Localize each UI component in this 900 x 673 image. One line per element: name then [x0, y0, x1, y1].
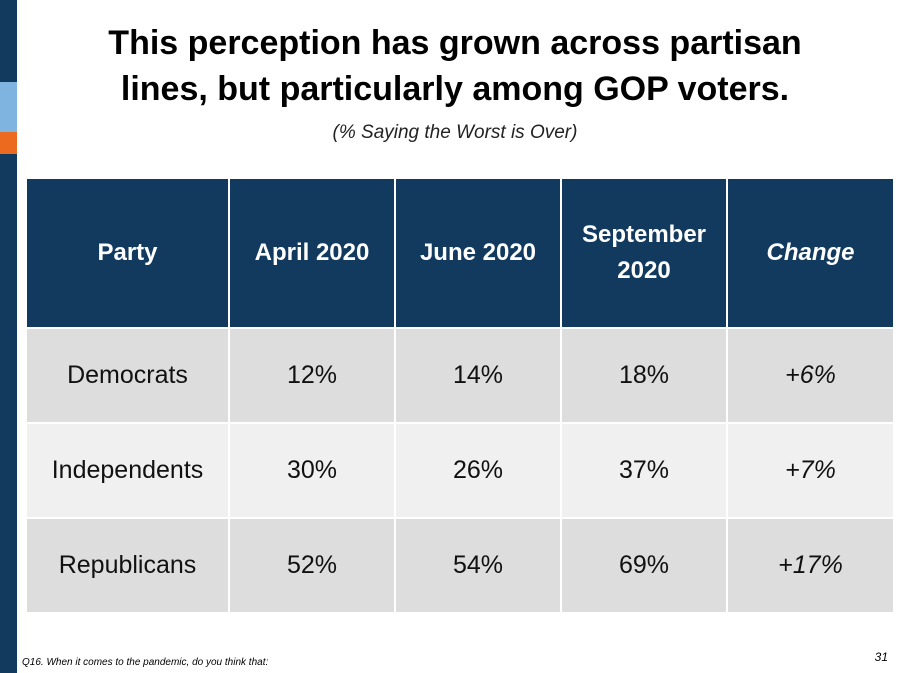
sidebar-orange-block: [0, 132, 17, 154]
header-party: Party: [25, 177, 230, 329]
cell-april: 52%: [228, 517, 396, 614]
sidebar-accent-bar: [0, 0, 17, 673]
slide-title-line-2: lines, but particularly among GOP voters…: [120, 70, 790, 108]
cell-september: 18%: [560, 327, 728, 424]
cell-june: 14%: [394, 327, 562, 424]
sidebar-light-blue-block: [0, 82, 17, 132]
cell-party: Republicans: [25, 517, 230, 614]
cell-september: 37%: [560, 422, 728, 519]
question-footnote: Q16. When it comes to the pandemic, do y…: [22, 657, 269, 668]
cell-april: 30%: [228, 422, 396, 519]
header-september-2020: September 2020: [560, 177, 728, 329]
cell-party: Independents: [25, 422, 230, 519]
page-number: 31: [874, 650, 888, 664]
header-april-2020: April 2020: [228, 177, 396, 329]
cell-april: 12%: [228, 327, 396, 424]
cell-june: 54%: [394, 517, 562, 614]
cell-change: +6%: [726, 327, 895, 424]
table-header-row: Party April 2020 June 2020 September 202…: [25, 177, 895, 329]
slide-title: This perception has grown across partisa…: [30, 20, 880, 112]
cell-party: Democrats: [25, 327, 230, 424]
table-row-democrats: Democrats 12% 14% 18% +6%: [25, 327, 895, 424]
table-row-independents: Independents 30% 26% 37% +7%: [25, 422, 895, 519]
cell-change: +17%: [726, 517, 895, 614]
header-september-2020-text: September 2020: [581, 221, 707, 284]
results-table: Party April 2020 June 2020 September 202…: [25, 177, 895, 614]
slide-title-line-1: This perception has grown across partisa…: [108, 24, 802, 62]
slide-subtitle: (% Saying the Worst is Over): [332, 122, 578, 143]
table-row-republicans: Republicans 52% 54% 69% +17%: [25, 517, 895, 614]
cell-change: +7%: [726, 422, 895, 519]
header-june-2020: June 2020: [394, 177, 562, 329]
cell-june: 26%: [394, 422, 562, 519]
cell-september: 69%: [560, 517, 728, 614]
header-change: Change: [726, 177, 895, 329]
